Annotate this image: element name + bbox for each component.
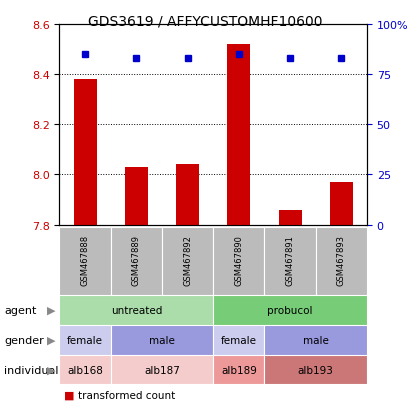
Text: male: male [302, 335, 328, 345]
Bar [315, 227, 366, 295]
Bar [264, 325, 366, 355]
Text: alb168: alb168 [67, 365, 103, 375]
Text: GSM467893: GSM467893 [336, 235, 345, 285]
Bar [110, 355, 213, 385]
Bar [59, 227, 110, 295]
Text: individual: individual [4, 365, 58, 375]
Text: male: male [148, 335, 175, 345]
Text: GSM467890: GSM467890 [234, 235, 243, 285]
Bar [264, 355, 366, 385]
Text: untreated: untreated [110, 305, 162, 315]
Text: probucol: probucol [267, 305, 312, 315]
Text: GSM467888: GSM467888 [81, 234, 89, 285]
Bar [213, 295, 366, 325]
Bar [227, 45, 250, 225]
Bar [110, 227, 162, 295]
Bar [110, 325, 213, 355]
Bar [73, 80, 97, 225]
Text: ▶: ▶ [47, 365, 55, 375]
Text: transformed count: transformed count [78, 390, 175, 400]
Text: ▶: ▶ [47, 305, 55, 315]
Text: GSM467891: GSM467891 [285, 235, 294, 285]
Bar [59, 355, 110, 385]
Text: ▶: ▶ [47, 335, 55, 345]
Bar [264, 227, 315, 295]
Bar [59, 295, 213, 325]
Bar [175, 165, 199, 225]
Text: female: female [67, 335, 103, 345]
Text: alb187: alb187 [144, 365, 180, 375]
Bar [213, 355, 264, 385]
Bar [59, 325, 110, 355]
Bar [329, 183, 352, 225]
Bar [124, 168, 148, 225]
Text: GDS3619 / AFFYCUSTOMHF10600: GDS3619 / AFFYCUSTOMHF10600 [88, 14, 321, 28]
Text: GSM467889: GSM467889 [132, 235, 140, 285]
Text: GSM467892: GSM467892 [183, 235, 191, 285]
Text: agent: agent [4, 305, 36, 315]
Text: female: female [220, 335, 256, 345]
Bar [213, 325, 264, 355]
Bar [213, 227, 264, 295]
Text: gender: gender [4, 335, 44, 345]
Text: ■: ■ [63, 390, 74, 400]
Bar [162, 227, 213, 295]
Text: alb189: alb189 [220, 365, 256, 375]
Text: alb193: alb193 [297, 365, 333, 375]
Bar [278, 210, 301, 225]
